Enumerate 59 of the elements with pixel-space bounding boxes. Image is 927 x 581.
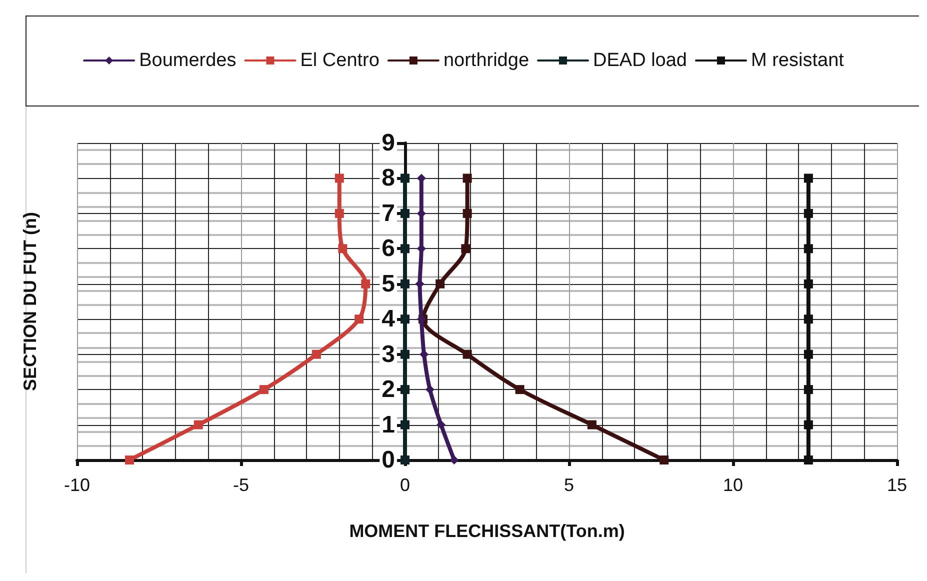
legend-label: M resistant bbox=[750, 50, 845, 71]
point bbox=[334, 174, 344, 183]
point bbox=[436, 420, 446, 430]
y-axis-title: SECTION DU FUT (n) bbox=[20, 212, 40, 391]
point bbox=[804, 279, 813, 288]
legend-label: Boumerdes bbox=[139, 50, 236, 71]
y-tick-label: 7 bbox=[382, 200, 395, 227]
x-tick-label: 15 bbox=[886, 475, 908, 495]
legend-label: El Centro bbox=[300, 50, 380, 71]
point bbox=[194, 420, 203, 430]
point bbox=[587, 420, 596, 430]
y-tick-label: 1 bbox=[382, 411, 395, 438]
x-axis-title: MOMENT FLECHISSANT(Ton.m) bbox=[349, 521, 625, 541]
point bbox=[400, 174, 410, 183]
point bbox=[450, 456, 459, 464]
point bbox=[804, 350, 813, 359]
y-tick-label: 0 bbox=[382, 446, 395, 474]
point bbox=[804, 208, 813, 218]
point bbox=[400, 279, 410, 288]
x-tick-label: -5 bbox=[232, 475, 250, 495]
point bbox=[361, 279, 370, 288]
point bbox=[804, 244, 813, 254]
point bbox=[515, 385, 524, 394]
point bbox=[462, 208, 472, 218]
x-tick-label: -10 bbox=[64, 475, 90, 495]
point bbox=[334, 208, 344, 218]
point bbox=[804, 456, 813, 464]
point bbox=[354, 314, 364, 324]
point bbox=[338, 244, 348, 254]
legend-label: northridge bbox=[443, 50, 530, 71]
point bbox=[400, 244, 410, 254]
point bbox=[660, 456, 669, 464]
y-tick-label: 2 bbox=[382, 376, 395, 404]
point bbox=[804, 385, 813, 394]
y-tick-label: 5 bbox=[382, 270, 395, 298]
y-tick-label: 3 bbox=[382, 340, 395, 368]
x-tick-label: 10 bbox=[722, 475, 744, 495]
point bbox=[259, 385, 268, 394]
point bbox=[124, 456, 134, 464]
y-tick-label: 4 bbox=[382, 306, 396, 333]
point bbox=[400, 420, 410, 430]
point bbox=[312, 350, 321, 359]
point bbox=[462, 350, 472, 359]
y-tick-label: 8 bbox=[382, 164, 395, 192]
point bbox=[400, 385, 410, 394]
point bbox=[804, 420, 813, 430]
x-tick-label: 0 bbox=[400, 475, 410, 495]
point bbox=[400, 350, 410, 359]
x-tick-label: 5 bbox=[564, 475, 574, 495]
y-tick-label: 6 bbox=[382, 235, 395, 262]
point bbox=[804, 314, 813, 324]
point bbox=[400, 314, 410, 324]
point bbox=[804, 174, 813, 183]
legend-label: DEAD load bbox=[593, 50, 688, 71]
point bbox=[461, 244, 470, 254]
y-tick-label: 9 bbox=[382, 130, 395, 156]
point bbox=[400, 208, 410, 218]
point bbox=[436, 279, 445, 288]
point bbox=[462, 174, 472, 183]
